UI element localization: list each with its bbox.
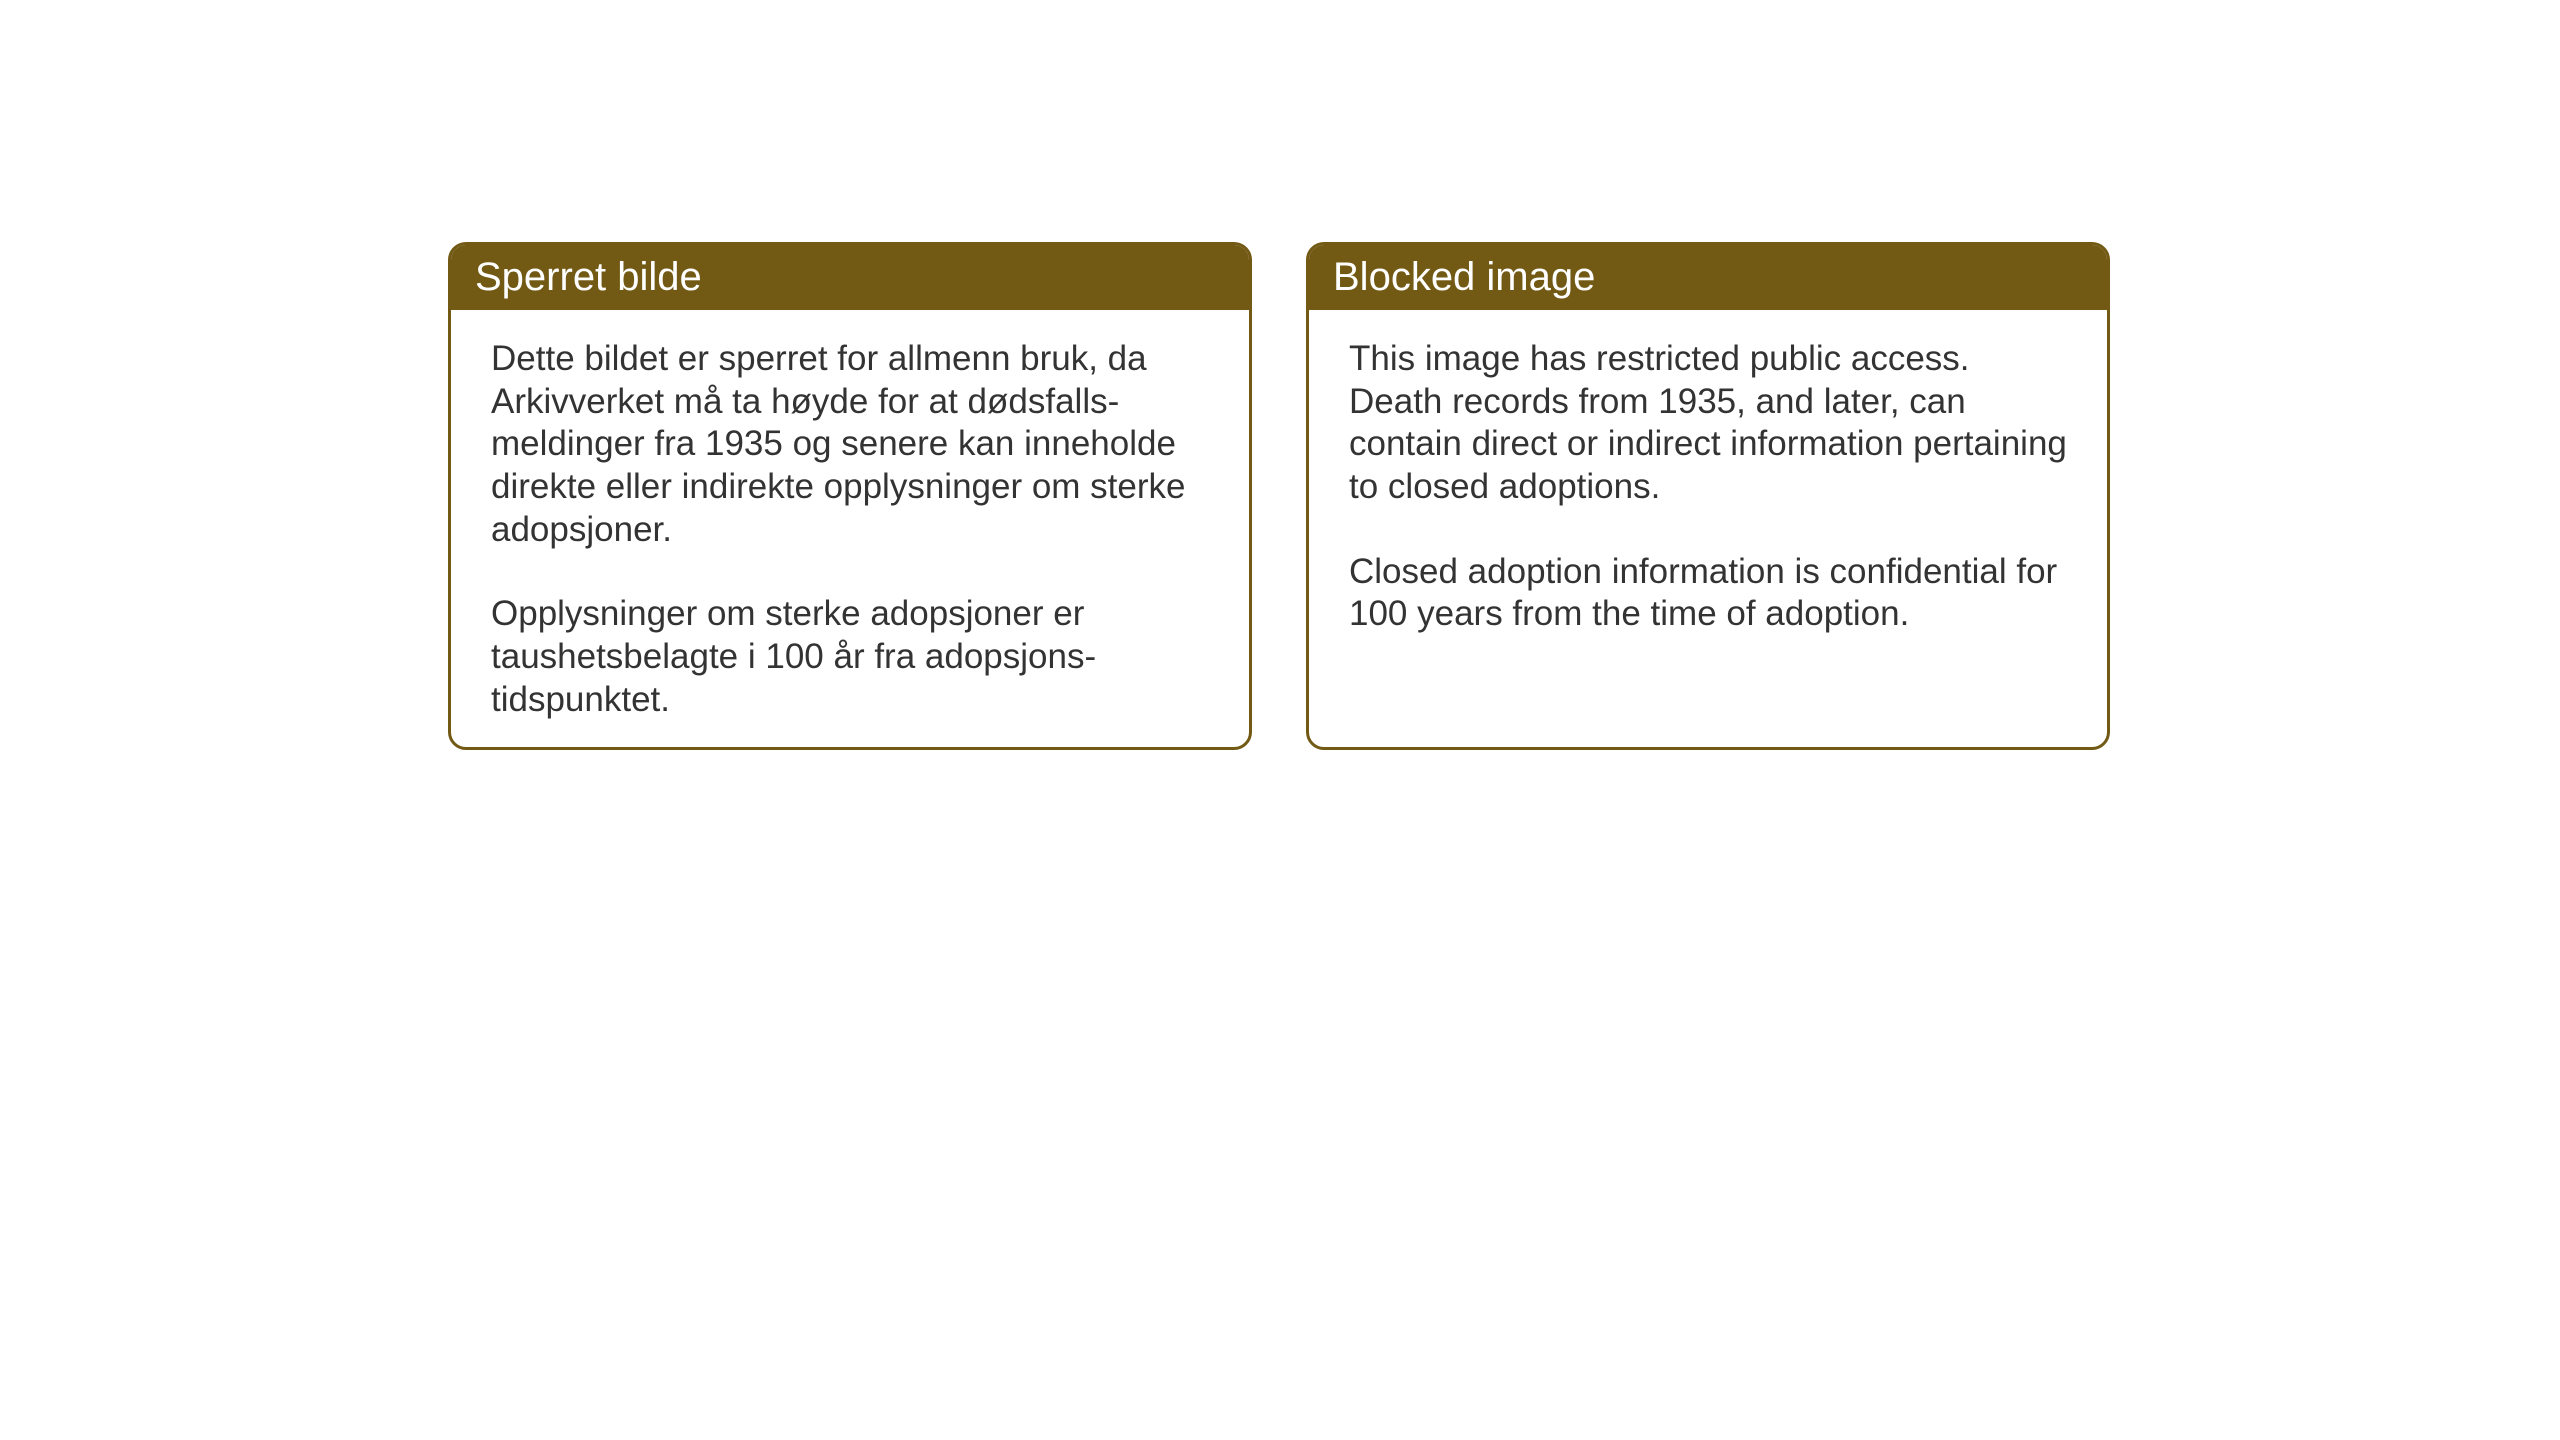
english-card-title: Blocked image: [1309, 245, 2107, 310]
notice-container: Sperret bilde Dette bildet er sperret fo…: [448, 242, 2110, 750]
norwegian-notice-card: Sperret bilde Dette bildet er sperret fo…: [448, 242, 1252, 750]
english-card-body: This image has restricted public access.…: [1309, 310, 2107, 664]
english-notice-card: Blocked image This image has restricted …: [1306, 242, 2110, 750]
norwegian-paragraph-2: Opplysninger om sterke adopsjoner er tau…: [491, 593, 1209, 721]
norwegian-card-body: Dette bildet er sperret for allmenn bruk…: [451, 310, 1249, 750]
norwegian-card-title: Sperret bilde: [451, 245, 1249, 310]
english-paragraph-2: Closed adoption information is confident…: [1349, 551, 2067, 636]
norwegian-paragraph-1: Dette bildet er sperret for allmenn bruk…: [491, 338, 1209, 551]
english-paragraph-1: This image has restricted public access.…: [1349, 338, 2067, 509]
